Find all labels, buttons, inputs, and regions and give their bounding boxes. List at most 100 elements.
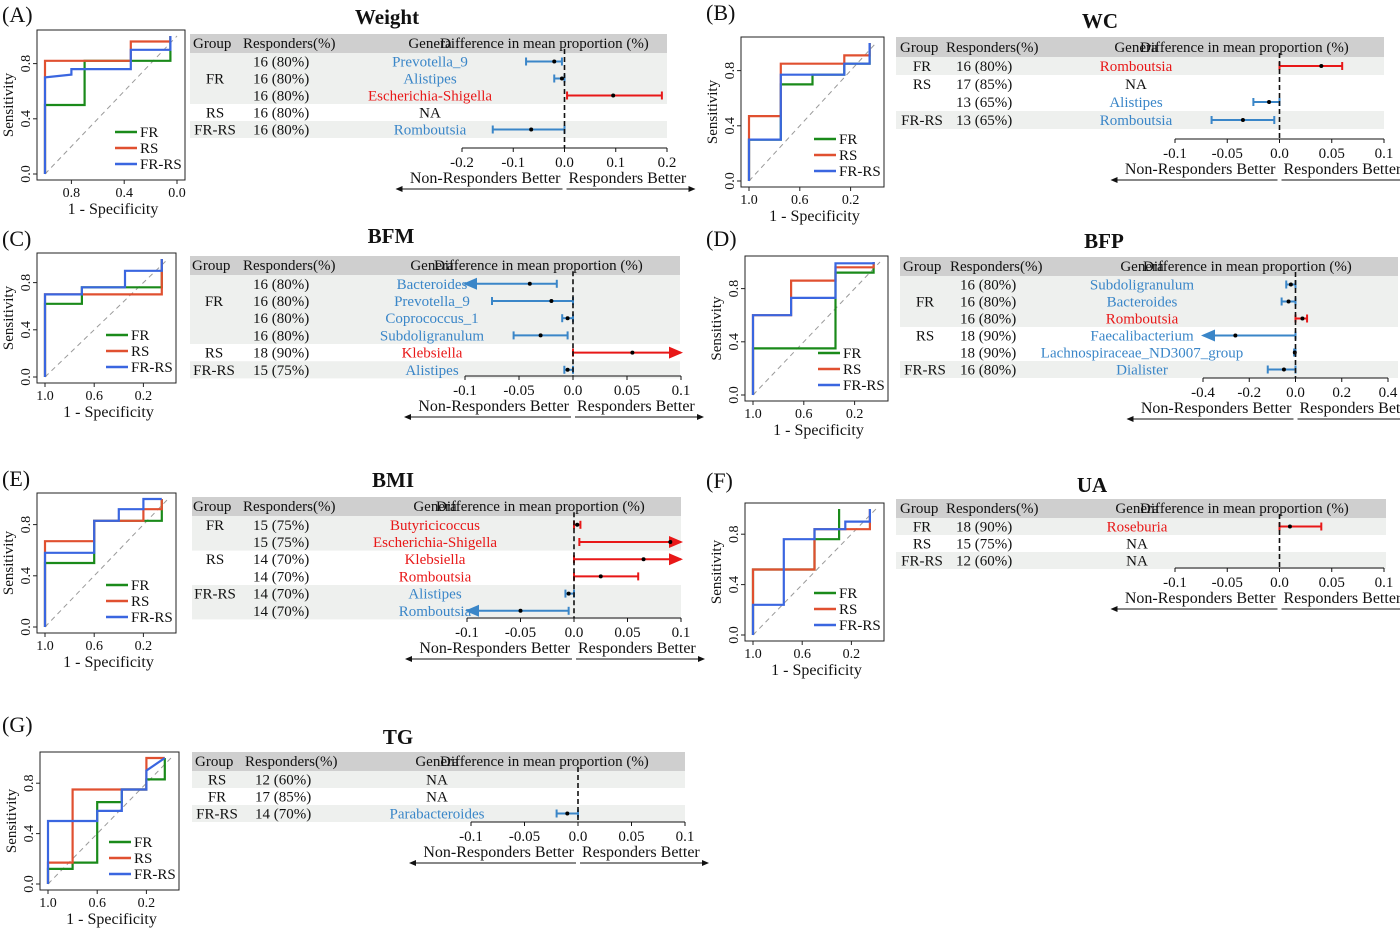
header-group: Group (193, 36, 231, 52)
forest-xtick-label: -0.05 (505, 625, 536, 641)
forest-row: 14 (70%) Romboutsia (253, 569, 640, 585)
forest-xtick-label: -0.1 (1163, 575, 1187, 591)
row-group: FR (206, 72, 224, 88)
forest-row: RS 12 (60%) NA (208, 773, 448, 789)
row-responders: 17 (85%) (956, 77, 1012, 93)
row-group: RS (916, 329, 934, 345)
table-header-bg (900, 257, 1398, 276)
roc-xtick-label: 0.2 (846, 407, 864, 422)
forest-xtick-label: -0.1 (455, 625, 479, 641)
panel-label: (F) (706, 468, 733, 493)
legend-label-fr: FR (843, 346, 861, 362)
legend-label-fr-rs: FR-RS (839, 164, 881, 180)
row-group: FR-RS (194, 587, 236, 603)
estimate-point (518, 608, 523, 613)
forest-xtick-label: 0.1 (606, 155, 625, 171)
row-genus: Klebsiella (402, 346, 463, 362)
roc-ytick-label: 0.4 (22, 825, 37, 843)
label-responders-better: Responders Better (1284, 161, 1400, 178)
label-responders-better: Responders Better (1284, 590, 1400, 607)
forest-row: 14 (70%) Romboutsia (253, 604, 570, 620)
table-stripe (896, 552, 1386, 569)
estimate-point (1288, 282, 1293, 287)
forest-row: FR-RS 14 (70%) Parabacteroides (196, 807, 579, 823)
forest-xtick-label: 0.05 (1319, 146, 1345, 162)
row-genus: Alistipes (408, 587, 461, 603)
header-difference: Difference in mean proportion (%) (1143, 259, 1352, 275)
header-responders: Responders(%) (946, 501, 1038, 517)
legend-label-rs: RS (140, 141, 158, 157)
forest-xtick-label: 0.4 (1379, 385, 1398, 401)
row-genus: NA (426, 790, 448, 806)
roc-xtick-label: 0.2 (843, 647, 861, 662)
row-responders: 18 (90%) (960, 346, 1016, 362)
roc-ytick-label: 0.8 (727, 525, 742, 543)
row-genus: Lachnospiraceae_ND3007_group (1041, 346, 1243, 362)
panel-bmi: (E) BMI 0.0 0.4 0.8 1.0 0.6 0.2 Sensitivity 1 - S… (1, 466, 705, 671)
header-responders: Responders(%) (950, 259, 1042, 275)
roc-plot: 0.0 0.4 0.8 1.0 0.6 0.2 Sensitivity 1 - Specifi… (709, 502, 885, 679)
row-genus: Bacteroides (397, 277, 468, 293)
header-difference: Difference in mean proportion (%) (436, 499, 645, 515)
row-responders: 16 (80%) (253, 106, 309, 122)
roc-x-axis-label: 1 - Specificity (771, 662, 862, 679)
row-responders: 16 (80%) (960, 312, 1016, 328)
roc-curve-fr-rs (46, 757, 166, 884)
roc-plot: 0.0 0.4 0.8 1.0 0.6 0.2 Sensitivity 1 - Specifi… (1, 492, 177, 671)
panel-title: BFP (1084, 229, 1124, 253)
header-difference: Difference in mean proportion (%) (440, 754, 649, 770)
roc-frame (36, 252, 177, 384)
row-genus: NA (1125, 77, 1147, 93)
row-group: FR-RS (194, 123, 236, 139)
roc-y-axis-label: Sensitivity (4, 788, 20, 853)
roc-curve-fr (46, 758, 166, 884)
roc-xtick-label: 1.0 (744, 647, 762, 662)
header-group: Group (903, 259, 941, 275)
roc-ytick-label: 0.4 (727, 333, 742, 351)
row-genus: Romboutsia (1106, 312, 1179, 328)
forest-xtick-label: 0.05 (614, 625, 640, 641)
row-responders: 18 (90%) (956, 520, 1012, 536)
label-nonresponders-better: Non-Responders Better (1141, 400, 1292, 417)
legend-label-fr-rs: FR-RS (131, 360, 173, 376)
roc-frame (36, 492, 177, 634)
panel-ua: (F) UA 0.0 0.4 0.8 1.0 0.6 0.2 Sensitivity 1 - Sp… (706, 468, 1400, 679)
legend-label-fr-rs: FR-RS (839, 618, 881, 634)
label-responders-better: Responders Better (1300, 400, 1400, 417)
table-header-bg (896, 37, 1384, 57)
estimate-point (538, 333, 543, 338)
roc-diagonal (752, 261, 881, 396)
forest-xtick-label: -0.1 (453, 383, 477, 399)
label-responders-better: Responders Better (578, 640, 696, 657)
forest-xtick-label: -0.05 (1212, 146, 1243, 162)
forest-row: FR 16 (80%) Prevotella_9 (205, 294, 574, 310)
roc-curve-fr (751, 509, 841, 635)
row-responders: 16 (80%) (956, 59, 1012, 75)
row-group: RS (913, 537, 931, 553)
roc-curve-fr-rs (751, 262, 875, 395)
roc-curve-fr-rs (747, 43, 871, 181)
row-responders: 16 (80%) (960, 278, 1016, 294)
roc-xtick-label: 0.6 (795, 407, 813, 422)
row-responders: 13 (65%) (956, 95, 1012, 111)
roc-ytick-label: 0.0 (727, 626, 742, 644)
row-genus: NA (426, 773, 448, 789)
row-genus: Dialister (1116, 363, 1168, 379)
roc-ytick-label: 0.0 (19, 165, 34, 183)
estimate-point (552, 59, 557, 64)
roc-x-axis-label: 1 - Specificity (66, 911, 157, 928)
panel-label: (G) (2, 712, 33, 737)
row-group: FR (913, 59, 931, 75)
roc-diagonal (44, 35, 178, 175)
row-genus: Romboutsia (399, 604, 472, 620)
legend-label-fr: FR (131, 328, 149, 344)
row-genus: NA (1126, 537, 1148, 553)
legend-label-rs: RS (131, 594, 149, 610)
legend-label-fr: FR (839, 586, 857, 602)
roc-y-axis-label: Sensitivity (705, 79, 721, 144)
forest-xtick-label: 0.0 (1270, 146, 1289, 162)
estimate-point (630, 350, 635, 355)
panel-title: WC (1082, 9, 1118, 33)
